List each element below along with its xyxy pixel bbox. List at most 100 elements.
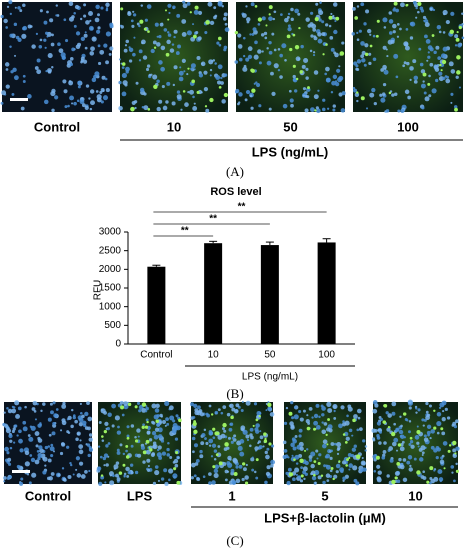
cell xyxy=(332,403,338,410)
cell xyxy=(220,433,226,439)
cell xyxy=(242,36,246,40)
cell xyxy=(6,407,9,410)
cell xyxy=(382,92,386,96)
cell xyxy=(166,81,171,86)
cell xyxy=(63,89,68,94)
cell xyxy=(257,440,261,444)
green-cell xyxy=(214,431,219,436)
cell xyxy=(199,454,204,459)
cell xyxy=(157,427,163,433)
green-cell xyxy=(173,467,177,471)
cell xyxy=(253,82,256,85)
cell xyxy=(311,416,314,419)
caption: (B) xyxy=(226,386,243,401)
cell xyxy=(436,431,440,435)
green-cell xyxy=(230,415,234,420)
cell xyxy=(148,438,153,442)
cell xyxy=(339,467,345,473)
cell xyxy=(287,467,292,472)
cell xyxy=(167,441,170,445)
cell xyxy=(7,408,13,414)
cell xyxy=(313,413,319,419)
cell xyxy=(391,411,396,416)
cell xyxy=(450,101,453,104)
cell xyxy=(414,435,420,440)
cell xyxy=(227,436,231,440)
cell xyxy=(442,409,445,413)
cell xyxy=(241,400,244,404)
cell xyxy=(96,29,101,34)
green-cell xyxy=(449,29,455,35)
cell xyxy=(137,453,142,458)
cell xyxy=(98,421,102,424)
cell xyxy=(361,50,366,56)
cell xyxy=(31,472,37,478)
green-cell xyxy=(251,88,256,93)
green-cell xyxy=(314,109,317,112)
cell xyxy=(11,92,15,96)
green-cell xyxy=(103,430,107,434)
cell xyxy=(135,81,139,85)
green-cell xyxy=(332,477,335,481)
cell xyxy=(312,28,317,32)
cell xyxy=(70,463,73,467)
cell xyxy=(193,403,198,409)
cell xyxy=(73,101,77,106)
cell xyxy=(55,408,59,411)
cell xyxy=(317,89,320,92)
cell xyxy=(51,431,56,436)
cell xyxy=(203,70,208,75)
y-tick-label: 1000 xyxy=(99,301,122,312)
cell xyxy=(183,70,186,73)
cell xyxy=(214,464,220,470)
cell xyxy=(175,51,180,55)
green-cell xyxy=(313,460,317,463)
green-cell xyxy=(142,450,147,455)
cell xyxy=(28,481,32,485)
cell xyxy=(255,81,258,84)
green-cell xyxy=(325,43,328,46)
green-cell xyxy=(153,84,158,90)
cell xyxy=(69,56,74,61)
cell xyxy=(441,431,446,436)
cell xyxy=(246,438,250,442)
cell xyxy=(325,66,330,72)
cell xyxy=(415,6,418,10)
cell xyxy=(197,36,202,41)
cell xyxy=(152,441,157,445)
cell xyxy=(60,429,63,432)
cell xyxy=(321,413,325,417)
green-cell xyxy=(218,85,222,89)
cell xyxy=(233,409,239,414)
cell xyxy=(338,65,341,68)
cell xyxy=(244,475,249,480)
cell xyxy=(118,105,123,111)
cell xyxy=(30,457,36,463)
cell xyxy=(323,464,327,468)
cell xyxy=(295,462,299,465)
cell xyxy=(14,400,20,406)
cell xyxy=(372,34,376,38)
cell xyxy=(351,447,357,452)
cell xyxy=(223,447,228,451)
cell xyxy=(433,476,439,482)
cell xyxy=(44,46,47,49)
green-cell xyxy=(338,460,341,463)
cell xyxy=(380,97,386,103)
cell xyxy=(9,475,12,479)
green-cell xyxy=(352,418,356,423)
cell xyxy=(115,461,120,465)
cell xyxy=(374,403,379,408)
cell xyxy=(166,453,171,457)
cell xyxy=(212,59,216,62)
green-cell xyxy=(210,413,214,416)
cell xyxy=(87,426,91,431)
cell xyxy=(87,453,91,458)
cell xyxy=(397,109,401,113)
cell xyxy=(138,59,142,62)
cell xyxy=(231,480,237,485)
cell xyxy=(83,3,87,7)
cell xyxy=(107,412,112,417)
cell xyxy=(160,45,166,51)
